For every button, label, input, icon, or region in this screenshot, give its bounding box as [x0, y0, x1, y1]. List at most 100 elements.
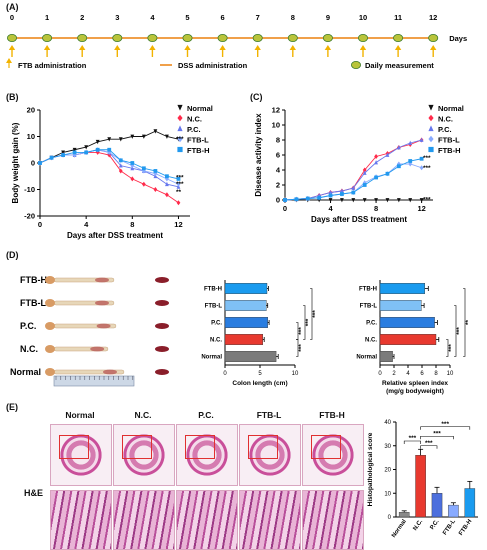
legend-ftb-arrow-head — [6, 58, 12, 63]
x-tick-label: 0 — [283, 204, 287, 213]
cecum — [45, 299, 55, 307]
ftb-arrow-head — [289, 45, 296, 50]
daily-measurement-dot — [287, 34, 298, 43]
bar — [379, 283, 425, 294]
significance-mark: ** — [465, 320, 472, 326]
significance-mark: *** — [409, 435, 417, 442]
disease-activity-chart: 0 2 4 6 8 10 12 0 4 8 12 Days after DSS treatment Di… — [254, 104, 464, 224]
he-column-label: N.C. — [134, 410, 152, 420]
legend-label: FTB-H — [187, 146, 210, 155]
daily-measurement-dot — [252, 34, 263, 43]
spleen-sample — [155, 277, 169, 283]
bar — [448, 504, 459, 518]
significance-mark: *** — [441, 421, 449, 428]
daily-measurement-dot — [182, 34, 193, 43]
timeline-day-label: 1 — [45, 13, 49, 22]
data-point — [176, 181, 181, 187]
data-point — [408, 198, 413, 203]
ftb-arrow-head — [254, 45, 261, 50]
significance-bracket — [403, 440, 421, 444]
category-label: Normal — [201, 355, 222, 361]
data-point — [165, 174, 169, 179]
significance-bracket — [296, 339, 299, 357]
he-magnified-image — [50, 490, 112, 550]
data-point — [118, 168, 123, 174]
timeline-day-label: 8 — [291, 13, 295, 22]
legend-marker — [177, 125, 183, 132]
data-point — [419, 165, 424, 171]
data-point — [84, 145, 89, 150]
significance-bracket — [446, 339, 449, 357]
legend-marker — [428, 146, 434, 153]
significance-mark: *** — [423, 165, 431, 172]
bar — [415, 455, 426, 518]
significance-bracket — [303, 305, 306, 340]
significance-mark: *** — [298, 327, 305, 335]
legend-measure-label: Daily measurement — [365, 61, 434, 70]
significance-bracket — [420, 435, 454, 440]
panel-label-d: (D) — [6, 250, 19, 260]
ftb-arrow-head — [324, 45, 332, 50]
legend-dss-label: DSS administration — [178, 61, 248, 70]
data-point — [107, 137, 112, 142]
y-tick-label: 20 — [27, 106, 35, 115]
data-point — [385, 171, 390, 176]
category-label: Normal — [391, 518, 408, 539]
data-point — [118, 163, 123, 168]
bar — [464, 488, 476, 518]
daily-measurement-dot — [7, 34, 17, 43]
data-point — [385, 198, 390, 203]
x-tick-label: 10 — [447, 371, 454, 377]
data-point — [374, 175, 378, 180]
data-point — [351, 190, 356, 195]
x-tick-label: 12 — [417, 204, 425, 213]
x-tick-label: 8 — [130, 220, 134, 229]
data-point — [153, 169, 158, 173]
legend-label: P.C. — [438, 125, 452, 134]
histopathological-score-chart: 0 10 20 30 40 Normal N.C. P.C. FTB-L FTB-H Histopa… — [367, 420, 478, 539]
spleen-sample — [155, 300, 169, 306]
y-tick-label: 0 — [388, 515, 392, 521]
data-point — [362, 167, 367, 173]
data-point — [118, 158, 123, 163]
legend-marker — [428, 135, 434, 143]
category-label: FTB-L — [442, 518, 457, 536]
data-point — [362, 183, 367, 187]
significance-mark: *** — [448, 344, 455, 352]
data-point — [130, 176, 135, 182]
significance-mark: *** — [176, 175, 184, 182]
data-point — [118, 137, 123, 142]
significance-bracket — [420, 445, 438, 449]
colon-inflamed-region — [90, 346, 105, 352]
he-magnified-image — [176, 490, 238, 550]
x-tick-label: 4 — [328, 204, 333, 213]
data-point — [351, 185, 356, 190]
ftb-arrow-head — [430, 45, 437, 50]
category-label: P.C. — [366, 321, 377, 327]
significance-mark: *** — [176, 136, 184, 143]
y-tick-label: -20 — [24, 212, 35, 221]
data-point — [396, 164, 401, 169]
legend-label: FTB-H — [438, 146, 461, 155]
he-column-label: P.C. — [198, 410, 214, 420]
timeline-day-label: 4 — [150, 13, 155, 22]
data-point — [176, 177, 181, 181]
category-label: FTB-L — [205, 304, 223, 310]
legend-marker — [428, 125, 434, 132]
ftb-arrow-head — [359, 45, 367, 50]
bar — [379, 334, 437, 345]
category-label: FTB-H — [458, 519, 473, 537]
ruler — [53, 375, 135, 387]
legend-label: FTB-L — [438, 136, 460, 145]
x-axis-title: Colon length (cm) — [232, 380, 287, 387]
significance-mark: *** — [423, 196, 431, 203]
he-column-label: Normal — [65, 410, 95, 420]
significance-mark: *** — [305, 318, 312, 326]
significance-bracket — [420, 426, 471, 430]
significance-mark: *** — [176, 181, 184, 188]
bar — [431, 493, 443, 518]
category-label: FTB-H — [204, 287, 222, 293]
data-point — [95, 139, 100, 145]
data-point — [396, 145, 401, 150]
timeline-day-label: 3 — [115, 13, 119, 22]
